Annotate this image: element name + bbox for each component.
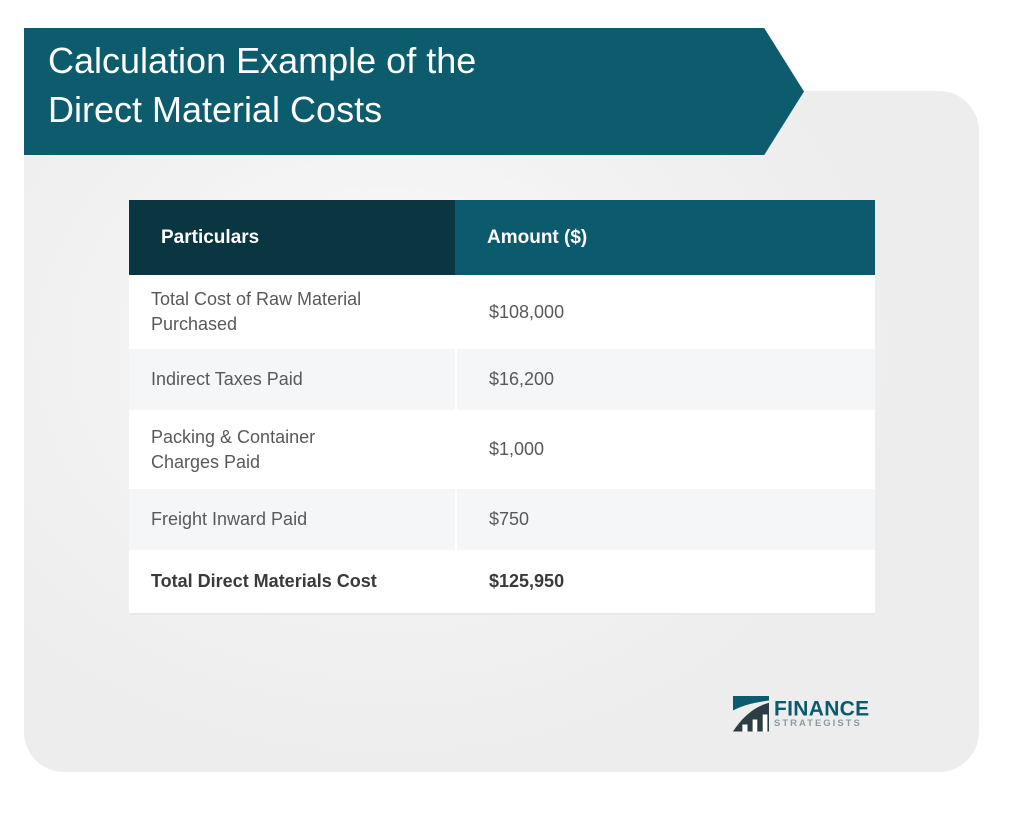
svg-text:STRATEGISTS: STRATEGISTS	[774, 718, 862, 729]
